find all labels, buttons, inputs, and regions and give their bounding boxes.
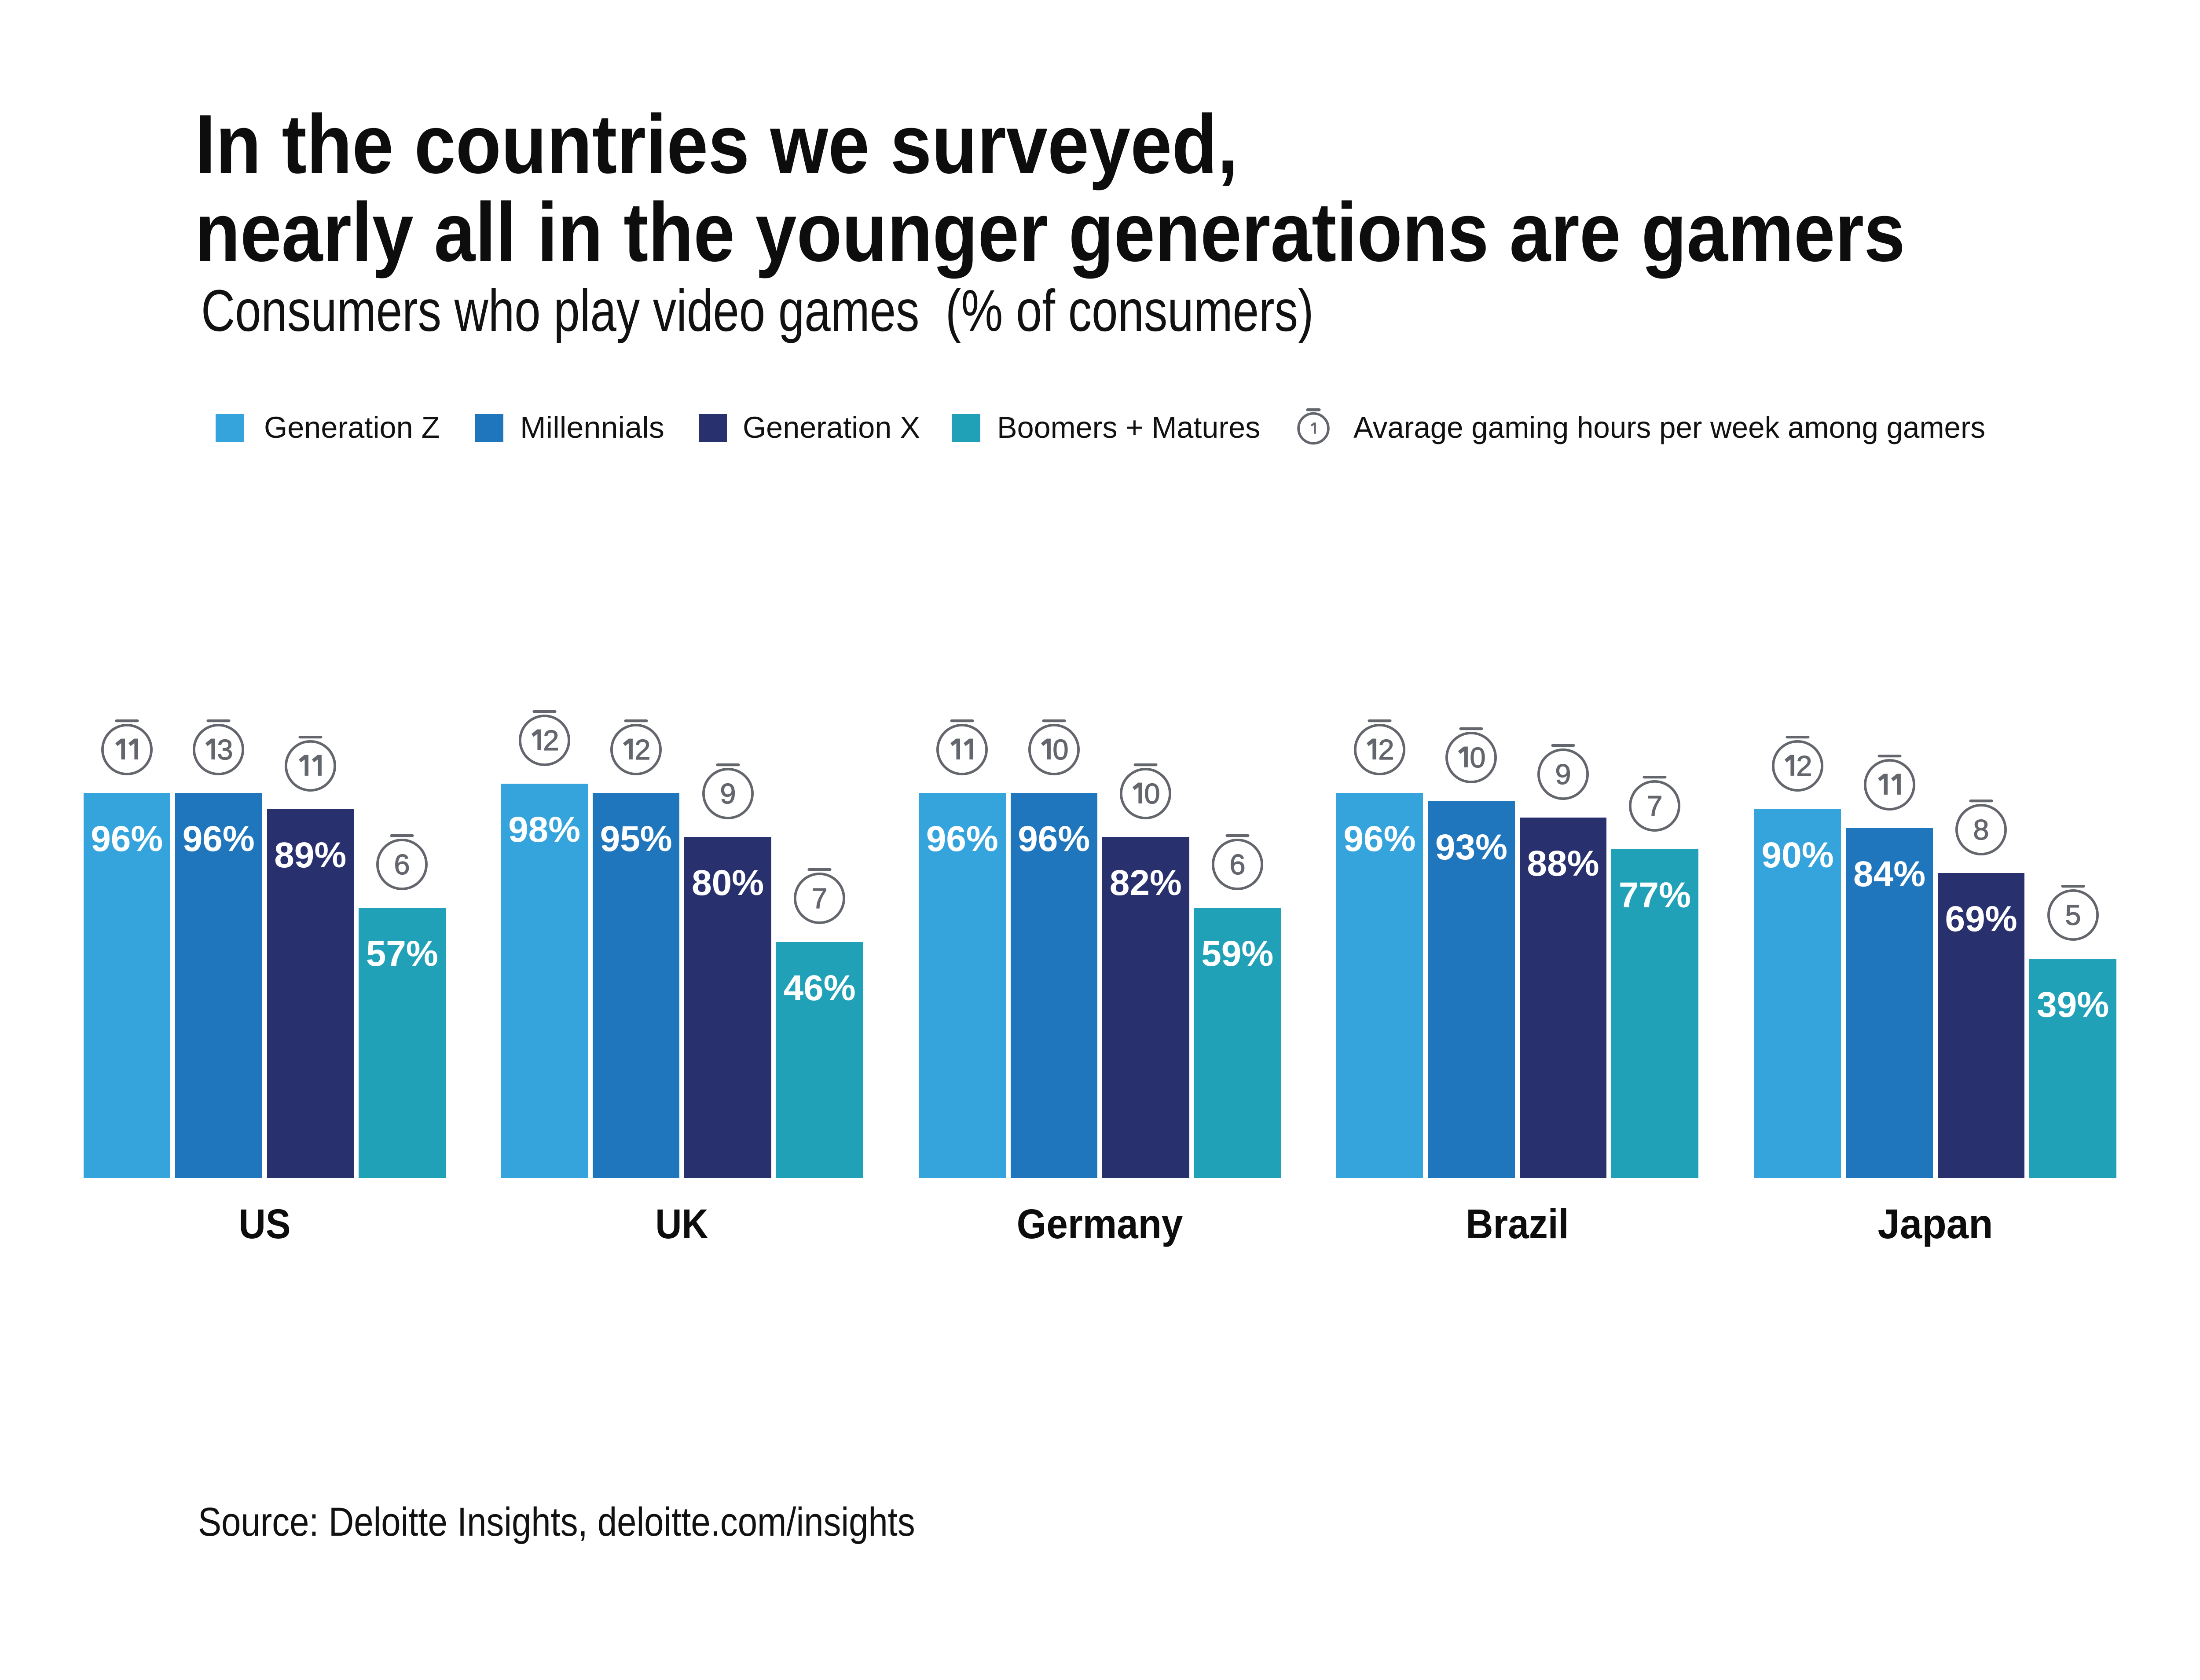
svg-text:8: 8 — [1973, 813, 1989, 845]
svg-text:2: 2 — [1378, 733, 1394, 765]
svg-text:2: 2 — [543, 724, 559, 756]
svg-text:2: 2 — [635, 733, 651, 765]
svg-text:9: 9 — [1555, 758, 1571, 790]
svg-text:3: 3 — [217, 733, 233, 765]
svg-text:5: 5 — [2065, 899, 2081, 931]
svg-text:0: 0 — [1144, 777, 1160, 809]
svg-text:7: 7 — [1647, 789, 1663, 822]
svg-text:0: 0 — [1470, 741, 1486, 774]
svg-text:9: 9 — [720, 777, 736, 809]
svg-text:2: 2 — [1797, 749, 1812, 781]
svg-text:6: 6 — [1229, 848, 1245, 880]
svg-text:6: 6 — [394, 848, 410, 880]
svg-text:0: 0 — [1052, 733, 1068, 765]
svg-text:7: 7 — [812, 882, 828, 914]
